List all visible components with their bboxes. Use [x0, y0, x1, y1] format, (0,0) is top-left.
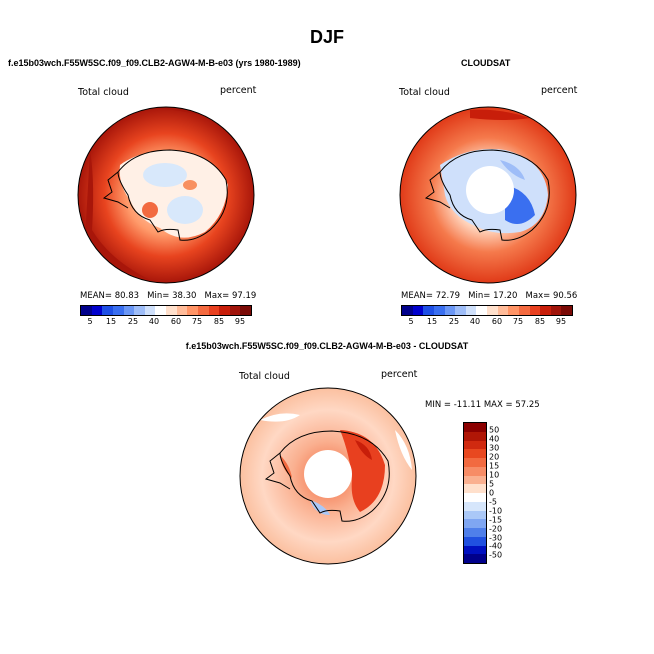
panel3-colorbar-swatch [464, 449, 486, 458]
panel1-header: f.e15b03wch.F55W5SC.f09_f09.CLB2-AGW4-M-… [8, 58, 301, 68]
panel1-colorbar-swatch [81, 306, 92, 315]
panel1-colorbar-swatch [166, 306, 177, 315]
panel3-colorbar-swatch [464, 528, 486, 537]
panel3-colorbar-swatch [464, 466, 486, 476]
panel3-colorbar-swatch [464, 484, 486, 493]
panel2-colorbar [401, 305, 573, 316]
panel1-colorbar-swatch [176, 306, 188, 315]
panel3-colorbar-swatch [464, 545, 486, 555]
panel3-colorbar-swatch [464, 440, 486, 450]
panel3-colorbar-swatch [464, 536, 486, 546]
panel3-colorbar-swatch [464, 510, 486, 520]
panel2-colorbar-swatch [444, 306, 456, 315]
panel2-colorbar-swatch [561, 306, 572, 315]
panel3-colorbar [463, 422, 487, 564]
panel2-colorbar-swatch [402, 306, 413, 315]
panel3-colorbar-swatch [464, 458, 486, 467]
panel2-stats: MEAN= 72.79 Min= 17.20 Max= 90.56 [401, 291, 578, 301]
panel3-colorbar-swatch [464, 501, 486, 511]
page-title: DJF [309, 27, 344, 47]
panel1-colorbar-swatch [219, 306, 230, 315]
panel1-colorbar-swatch [240, 306, 251, 315]
panel1-colorbar-swatch [91, 306, 103, 315]
panel1-colorbar-swatch [123, 306, 135, 315]
panel2-colorbar-swatch [540, 306, 551, 315]
panel1-colorbar-swatch [208, 306, 220, 315]
panel2-colorbar-swatch [465, 306, 477, 315]
panel2-colorbar-swatch [487, 306, 498, 315]
panel2-variable-label: Total cloud [399, 87, 450, 98]
panel3-units-label: percent [381, 369, 418, 380]
panel2-colorbar-swatch [550, 306, 562, 315]
panel2-colorbar-swatch [497, 306, 509, 315]
panel1-colorbar-swatch [197, 306, 209, 315]
panel3-minmax: MIN = -11.11 MAX = 57.25 [425, 400, 540, 410]
panel1-colorbar-swatch [134, 306, 145, 315]
panel1-units-label: percent [220, 85, 257, 96]
panel1-stats: MEAN= 80.83 Min= 38.30 Max= 97.19 [80, 291, 257, 301]
panel2-colorbar-swatch [508, 306, 519, 315]
panel1-colorbar-swatch [229, 306, 241, 315]
panel2-colorbar-swatch [423, 306, 434, 315]
panel1-colorbar-swatch [102, 306, 113, 315]
panel2-colorbar-swatch [476, 306, 487, 315]
panel3-variable-label: Total cloud [239, 371, 290, 382]
panel2-colorbar-swatch [455, 306, 466, 315]
panel2-header: CLOUDSAT [461, 58, 511, 68]
panel3-header: f.e15b03wch.F55W5SC.f09_f09.CLB2-AGW4-M-… [185, 341, 469, 351]
panel2-units-label: percent [541, 85, 578, 96]
panel2-colorbar-swatch [518, 306, 530, 315]
panel3-colorbar-swatch [464, 519, 486, 528]
panel1-colorbar [80, 305, 252, 316]
panel3-colorbar-swatch [464, 431, 486, 441]
panel1-colorbar-swatch [155, 306, 166, 315]
panel2-colorbar-swatch [433, 306, 445, 315]
panel1-colorbar-swatch [144, 306, 156, 315]
panel3-colorbar-swatch [464, 554, 486, 563]
panel1-variable-label: Total cloud [78, 87, 129, 98]
panel3-colorbar-swatch [464, 493, 486, 502]
panel2-colorbar-swatch [529, 306, 541, 315]
panel3-colorbar-swatch [464, 423, 486, 432]
panel3-colorbar-swatch [464, 475, 486, 485]
panel1-colorbar-swatch [112, 306, 124, 315]
panel1-colorbar-swatch [187, 306, 198, 315]
panel2-colorbar-swatch [412, 306, 424, 315]
